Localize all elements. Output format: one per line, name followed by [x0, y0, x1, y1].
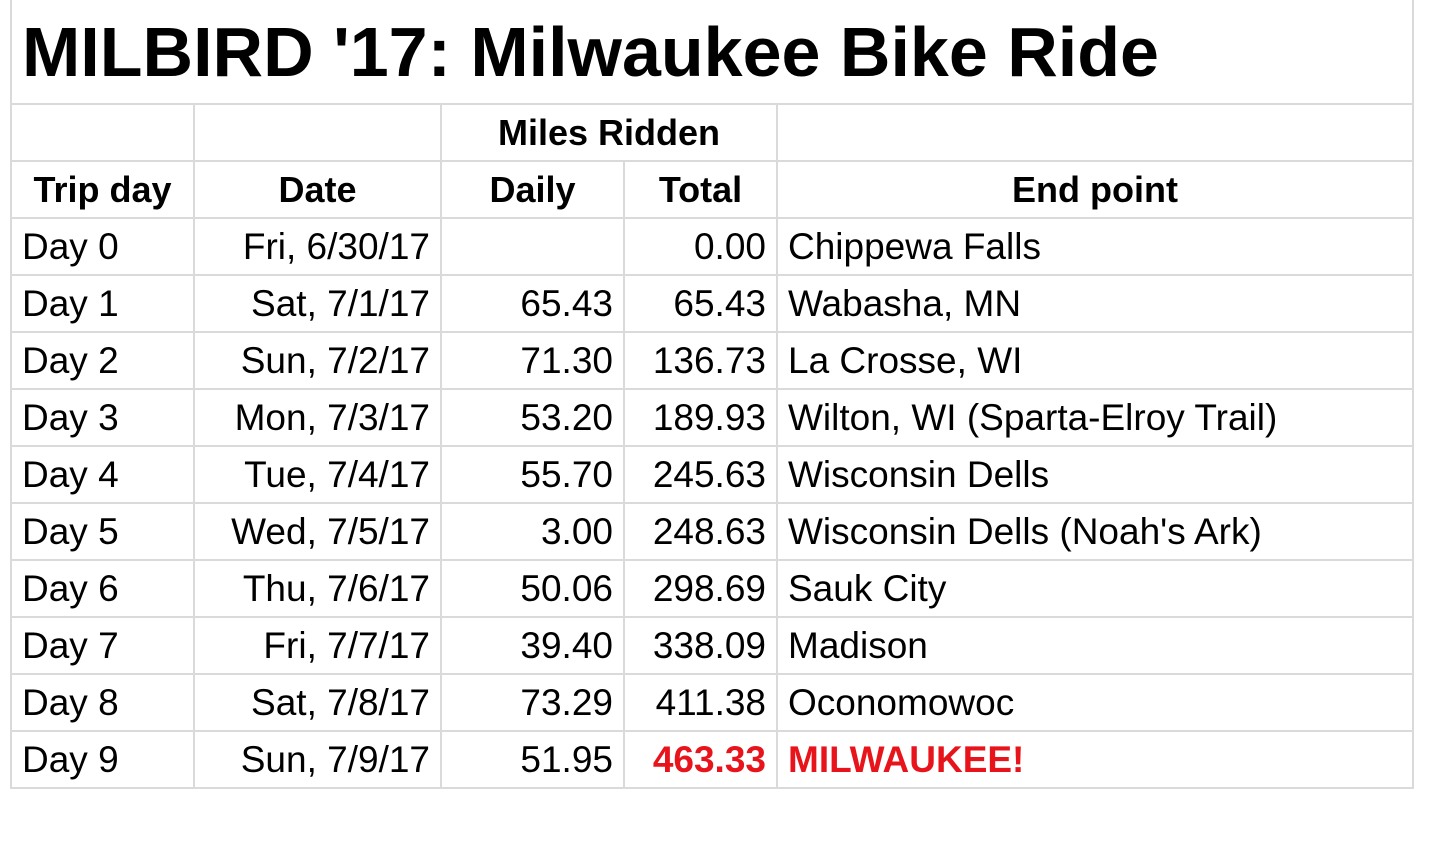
cell: Day 1 — [10, 274, 195, 333]
cell: Fri, 6/30/17 — [193, 217, 442, 276]
column-header: Trip day — [10, 160, 195, 219]
cell: 463.33 — [623, 730, 778, 789]
cell: Day 9 — [10, 730, 195, 789]
cell — [193, 103, 442, 162]
cell: Day 5 — [10, 502, 195, 561]
table-row: Day 6 Thu, 7/6/17 50.06 298.69 Sauk City — [10, 559, 1415, 618]
cell: Sauk City — [775, 559, 1415, 618]
cell: 65.43 — [440, 274, 625, 333]
cell: Wisconsin Dells — [775, 445, 1415, 504]
column-header: End point — [775, 160, 1415, 219]
cell: 71.30 — [440, 331, 625, 390]
cell — [10, 103, 195, 162]
cell: Day 7 — [10, 616, 195, 675]
cell: Wed, 7/5/17 — [193, 502, 442, 561]
cell: 0.00 — [623, 217, 778, 276]
column-header: Date — [193, 160, 442, 219]
cell: Thu, 7/6/17 — [193, 559, 442, 618]
cell: Tue, 7/4/17 — [193, 445, 442, 504]
cell: Sat, 7/8/17 — [193, 673, 442, 732]
table-row: Day 7 Fri, 7/7/17 39.40 338.09 Madison — [10, 616, 1415, 675]
cell: 189.93 — [623, 388, 778, 447]
cell: 411.38 — [623, 673, 778, 732]
cell: Day 3 — [10, 388, 195, 447]
cell: 55.70 — [440, 445, 625, 504]
cell: Day 2 — [10, 331, 195, 390]
column-header: Total — [623, 160, 778, 219]
table-row: Day 3 Mon, 7/3/17 53.20 189.93 Wilton, WI (S… — [10, 388, 1415, 447]
column-header: Daily — [440, 160, 625, 219]
cell: 298.69 — [623, 559, 778, 618]
spreadsheet: MILBIRD '17: Milwaukee Bike Ride Miles R… — [9, 0, 1415, 789]
cell: Wisconsin Dells (Noah's Ark) — [775, 502, 1415, 561]
cell: Day 8 — [10, 673, 195, 732]
cell: Day 6 — [10, 559, 195, 618]
cell: 3.00 — [440, 502, 625, 561]
cell: 73.29 — [440, 673, 625, 732]
cell: Fri, 7/7/17 — [193, 616, 442, 675]
cell: 53.20 — [440, 388, 625, 447]
group-header: Miles Ridden — [440, 103, 778, 162]
cell: Sun, 7/2/17 — [193, 331, 442, 390]
cell: Day 4 — [10, 445, 195, 504]
cell: 136.73 — [623, 331, 778, 390]
header-row: Trip day Date Daily Total End point — [10, 160, 1415, 219]
cell — [440, 217, 625, 276]
cell: Wabasha, MN — [775, 274, 1415, 333]
table-row: Day 0 Fri, 6/30/17 0.00 Chippewa Falls — [10, 217, 1415, 276]
cell: 338.09 — [623, 616, 778, 675]
cell: Oconomowoc — [775, 673, 1415, 732]
cell: Mon, 7/3/17 — [193, 388, 442, 447]
table-row: Day 1 Sat, 7/1/17 65.43 65.43 Wabasha, MN — [10, 274, 1415, 333]
cell: 65.43 — [623, 274, 778, 333]
table-row: Day 4 Tue, 7/4/17 55.70 245.63 Wisconsin Del… — [10, 445, 1415, 504]
cell: Madison — [775, 616, 1415, 675]
cell: MILWAUKEE! — [775, 730, 1415, 789]
cell: Sat, 7/1/17 — [193, 274, 442, 333]
cell: 50.06 — [440, 559, 625, 618]
cell: Sun, 7/9/17 — [193, 730, 442, 789]
cell: 51.95 — [440, 730, 625, 789]
cell: Wilton, WI (Sparta-Elroy Trail) — [775, 388, 1415, 447]
cell: Chippewa Falls — [775, 217, 1415, 276]
table-row: Day 8 Sat, 7/8/17 73.29 411.38 Oconomowoc — [10, 673, 1415, 732]
cell — [775, 103, 1415, 162]
title: MILBIRD '17: Milwaukee Bike Ride — [9, 0, 1415, 105]
cell: 248.63 — [623, 502, 778, 561]
cell: Day 0 — [10, 217, 195, 276]
cell: 245.63 — [623, 445, 778, 504]
table-row: Day 9 Sun, 7/9/17 51.95 463.33 MILWAUKEE! — [10, 730, 1415, 789]
cell: La Crosse, WI — [775, 331, 1415, 390]
table-row: Day 5 Wed, 7/5/17 3.00 248.63 Wisconsin Dell… — [10, 502, 1415, 561]
table-row: Day 2 Sun, 7/2/17 71.30 136.73 La Crosse, WI — [10, 331, 1415, 390]
cell: 39.40 — [440, 616, 625, 675]
